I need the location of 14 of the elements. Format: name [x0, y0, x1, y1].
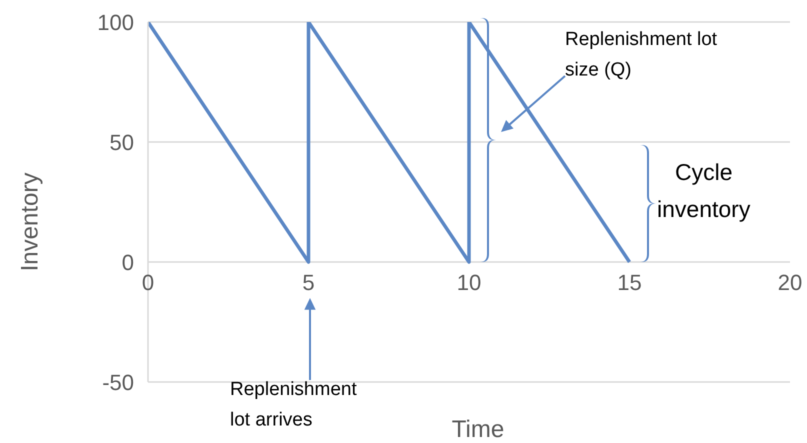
annotation: Replenishment lot arrives — [230, 379, 358, 430]
y-axis-title: Inventory — [16, 172, 44, 272]
y-tick-label: 0 — [122, 250, 134, 275]
x-tick-label: 15 — [617, 270, 642, 295]
y-tick-label: 50 — [110, 130, 134, 155]
x-tick-label: 20 — [778, 270, 802, 295]
y-tick-label: 100 — [97, 10, 134, 35]
y-tick-label: -50 — [102, 370, 134, 395]
x-tick-label: 0 — [142, 270, 154, 295]
x-tick-label: 10 — [456, 270, 482, 295]
x-tick-label: 5 — [302, 270, 315, 295]
annotation: Cycle inventory — [657, 159, 751, 222]
annotation: Replenishment lot size (Q) — [565, 29, 718, 80]
x-axis-title: Time — [452, 416, 504, 443]
